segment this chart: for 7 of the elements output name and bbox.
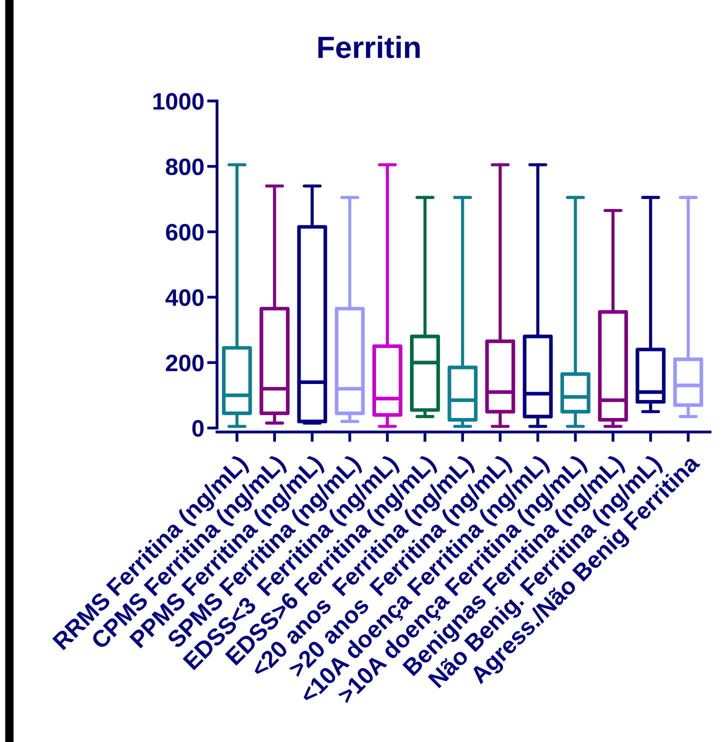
y-tick-label: 0: [192, 420, 204, 437]
y-tick-label: 1000: [154, 93, 204, 110]
y-tick-label: 600: [166, 224, 204, 241]
y-tick-label: 800: [166, 158, 204, 176]
y-tick-label: 400: [166, 289, 204, 306]
y-tick-label: 200: [166, 354, 204, 372]
chart-title: Ferritin: [318, 36, 420, 58]
